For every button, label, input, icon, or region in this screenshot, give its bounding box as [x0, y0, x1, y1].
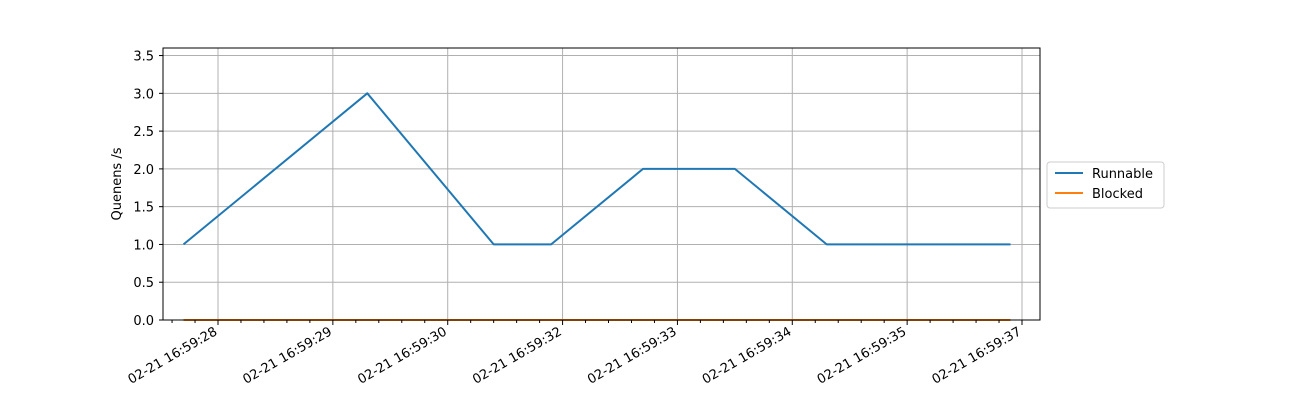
y-tick-label: 2.0	[133, 163, 154, 178]
y-tick-label: 0.0	[133, 314, 154, 329]
y-tick-label: 1.0	[133, 238, 154, 253]
legend-label-runnable: Runnable	[1092, 167, 1153, 182]
y-tick-label: 0.5	[133, 276, 154, 291]
x-tick-label: 02-21 16:59:30	[355, 324, 449, 387]
y-tick-label: 3.5	[133, 50, 154, 65]
legend: Runnable Blocked	[1046, 161, 1165, 209]
x-axis: 02-21 16:59:28 02-21 16:59:29 02-21 16:59:…	[126, 320, 1024, 388]
plot-frame	[162, 47, 1041, 321]
x-tick-label: 02-21 16:59:29	[240, 324, 334, 387]
x-tick-label: 02-21 16:59:32	[470, 324, 564, 387]
y-tick-label: 2.5	[133, 125, 154, 140]
x-tick-label: 02-21 16:59:37	[930, 324, 1024, 387]
x-tick-label: 02-21 16:59:35	[815, 324, 909, 387]
x-tick-label: 02-21 16:59:33	[585, 324, 679, 387]
x-tick-label: 02-21 16:59:28	[126, 324, 220, 387]
y-axis-label: Quenens /s	[110, 147, 125, 220]
grid	[163, 48, 1040, 321]
plot-area	[163, 48, 1040, 320]
series-line-runnable	[182, 92, 1011, 246]
legend-label-blocked: Blocked	[1092, 187, 1143, 202]
y-tick-label: 3.0	[133, 87, 154, 102]
y-tick-label: 1.5	[133, 201, 154, 216]
x-tick-label: 02-21 16:59:34	[700, 324, 794, 387]
y-axis: 0.0 0.5 1.0 1.5 2.0 2.5 3.0 3.5	[133, 50, 163, 329]
